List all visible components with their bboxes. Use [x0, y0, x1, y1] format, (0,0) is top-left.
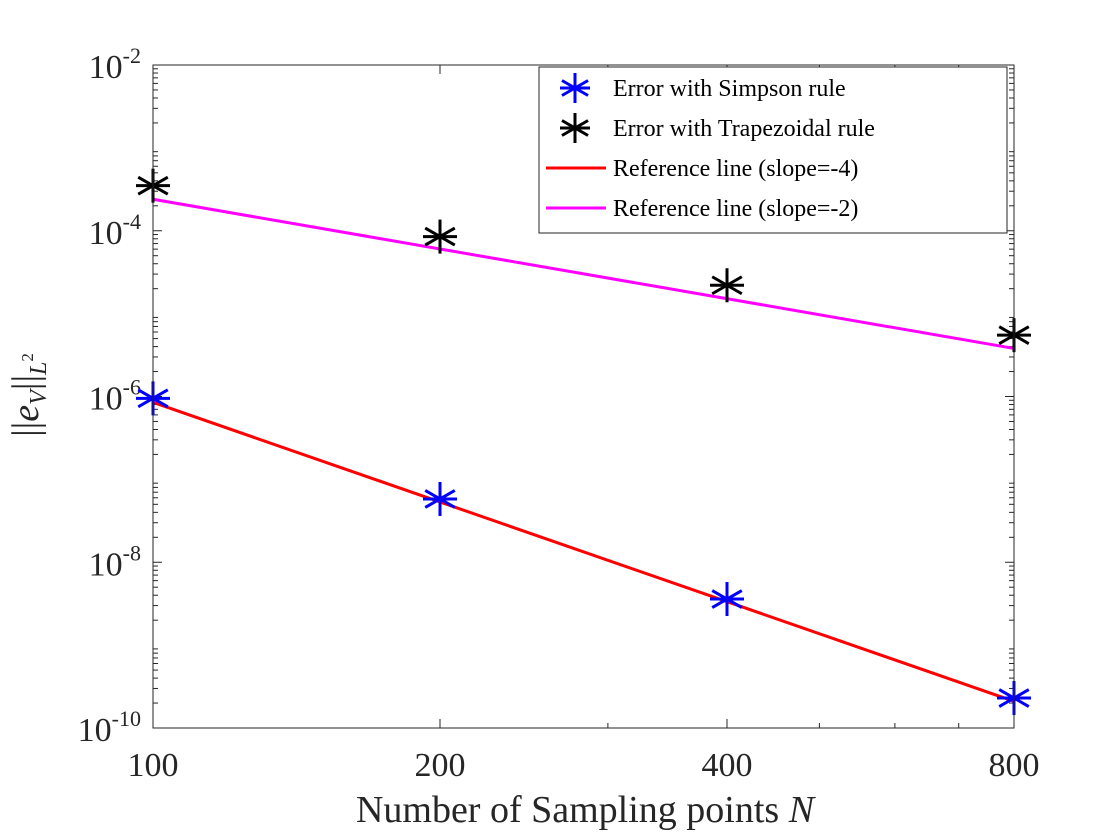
reference-line — [152, 197, 1015, 350]
y-tick-label: 10-10 — [78, 706, 141, 749]
y-tick-label: 10-8 — [89, 540, 141, 583]
data-point-marker — [710, 582, 744, 617]
legend: Error with Simpson rule Error with Trapez… — [538, 66, 1008, 234]
x-axis-label: Number of Sampling points N — [356, 789, 817, 831]
x-tick-label: 100 — [128, 747, 179, 784]
reference-line — [152, 400, 1015, 703]
x-tick-label: 800 — [989, 747, 1040, 784]
y-tick-label: 10-2 — [89, 43, 141, 86]
minor-ticks — [153, 65, 1014, 728]
reference-lines — [152, 197, 1015, 703]
x-tick-label: 200 — [415, 747, 466, 784]
y-tick-label: 10-6 — [89, 375, 141, 418]
data-point-marker — [423, 219, 457, 254]
data-point-marker — [423, 481, 457, 516]
data-point-marker — [710, 268, 744, 303]
legend-label: Reference line (slope=-2) — [613, 196, 858, 222]
legend-label: Error with Simpson rule — [613, 76, 846, 102]
axes-box — [152, 64, 1015, 729]
y-tick-label: 10-4 — [89, 209, 141, 252]
y-tick-labels: 10-10 10-8 10-6 10-4 10-2 — [78, 43, 141, 749]
y-axis-label: ||eV||L2 — [5, 353, 52, 437]
legend-label: Reference line (slope=-4) — [613, 156, 858, 182]
legend-box — [538, 66, 1008, 234]
legend-label: Error with Trapezoidal rule — [613, 116, 875, 142]
legend-marker — [560, 73, 590, 103]
x-tick-labels: 100 200 400 800 — [128, 747, 1040, 784]
x-tick-label: 400 — [702, 747, 753, 784]
legend-marker — [560, 113, 590, 143]
